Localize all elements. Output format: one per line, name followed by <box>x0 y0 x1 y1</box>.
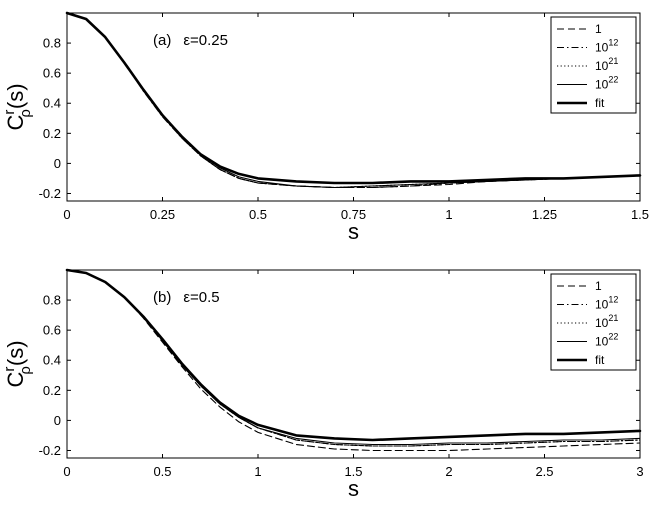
chart-a-ytick-label: 0.6 <box>43 66 61 81</box>
chart-a-ytick-label: -0.2 <box>39 186 61 201</box>
chart-a-xtick-label: 1.25 <box>532 207 557 222</box>
chart-b-panel: 0 0.5 1 1.5 2 2.5 3-0.200.20.40.60.8sCrρ(s)(b)… <box>1 268 644 501</box>
chart-a-ytick-label: 0.2 <box>43 126 61 141</box>
chart-a-legend-box <box>550 16 637 114</box>
chart-b-ytick-label: 0.4 <box>43 353 61 368</box>
chart-b-xlabel: s <box>348 476 359 501</box>
chart-b-ytick-label: 0.6 <box>43 323 61 338</box>
chart-b-legend-label: 1012 <box>595 295 618 312</box>
chart-b-ytick-label: 0.8 <box>43 293 61 308</box>
chart-a-legend-label: 1012 <box>595 38 618 55</box>
chart-a-legend-label: fit <box>595 96 605 110</box>
chart-b-xtick-label: 1 <box>254 464 261 479</box>
chart-b-ytick-label: -0.2 <box>39 443 61 458</box>
chart-a-xtick-label: 1.5 <box>631 207 649 222</box>
chart-a-panel: 0 0.25 0.5 0.75 1 1.25 1.5-0.200.20.40.60.8sCr… <box>1 11 649 244</box>
chart-a-ylabel: Crρ(s) <box>1 83 34 130</box>
chart-a-xtick-label: 0 <box>63 207 70 222</box>
chart-b-ytick-label: 0 <box>54 413 61 428</box>
chart-b-series-line-4 <box>65 268 642 442</box>
chart-a-xtick-label: 0.5 <box>249 207 267 222</box>
chart-b-xtick-label: 0 <box>63 464 70 479</box>
chart-b-legend-label: 1022 <box>595 332 618 349</box>
chart-a-ytick-label: 0 <box>54 156 61 171</box>
chart-b-ytick-label: 0.2 <box>43 383 61 398</box>
chart-a-xtick-label: 0.25 <box>150 207 175 222</box>
chart-b-xtick-label: 2.5 <box>535 464 553 479</box>
chart-a-annotation: (a) ε=0.25 <box>153 32 228 49</box>
chart-a-legend-label: 1 <box>595 22 602 36</box>
chart-b-legend-box <box>550 273 637 371</box>
chart-a-xtick-label: 1 <box>445 207 452 222</box>
chart-b-xtick-label: 1.5 <box>344 464 362 479</box>
chart-b-annotation: (b) ε=0.5 <box>153 289 220 306</box>
chart-b-xtick-label: 2 <box>445 464 452 479</box>
chart-a-series-line-4 <box>65 11 642 185</box>
chart-a-legend-label: 1022 <box>595 75 618 92</box>
chart-a-legend-label: 1021 <box>595 56 618 73</box>
chart-b-xtick-label: 0.5 <box>153 464 171 479</box>
chart-b-series-line-0 <box>66 269 641 452</box>
chart-b-legend-label: fit <box>595 353 605 367</box>
chart-a-ytick-label: 0.8 <box>43 36 61 51</box>
chart-a-xlabel: s <box>348 219 359 244</box>
chart-b-legend-label: 1 <box>595 279 602 293</box>
chart-a-ytick-label: 0.4 <box>43 96 61 111</box>
chart-b-xtick-label: 3 <box>636 464 643 479</box>
chart-b-ylabel: Crρ(s) <box>1 340 34 387</box>
chart-a-xtick-label: 0.75 <box>341 207 366 222</box>
chart-b-legend-label: 1021 <box>595 313 618 330</box>
